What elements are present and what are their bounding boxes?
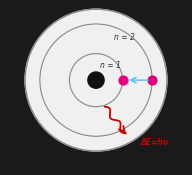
Circle shape: [88, 72, 104, 88]
Text: ΔE=hν: ΔE=hν: [140, 138, 168, 147]
Point: [151, 79, 154, 82]
Point: [121, 79, 124, 82]
Text: n = 1: n = 1: [100, 61, 121, 69]
Text: n = 2: n = 2: [114, 33, 135, 41]
Circle shape: [25, 9, 167, 151]
